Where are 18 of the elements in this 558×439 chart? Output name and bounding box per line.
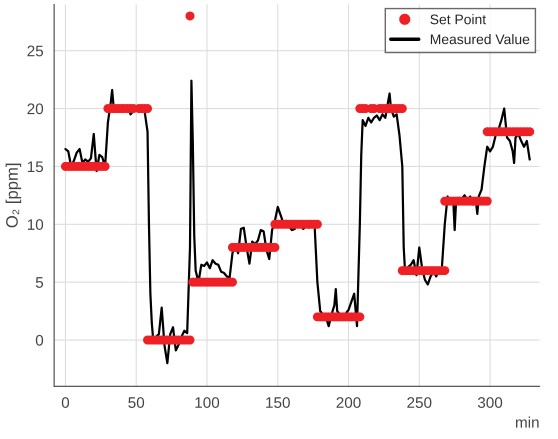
y-tick-label: 25 — [27, 46, 44, 56]
line-series — [64, 80, 531, 364]
y-tick-label: 10 — [28, 219, 44, 230]
y-tick-label: 15 — [28, 161, 44, 172]
y-axis-title: O₂ [ppm] — [6, 164, 22, 228]
x-tick-label: 150 — [266, 397, 290, 408]
x-tick-label: 50 — [128, 397, 144, 408]
x-axis-title: min — [516, 416, 539, 428]
x-tick-label: 100 — [195, 397, 220, 408]
y-tick-label: 20 — [27, 103, 44, 114]
x-tick-label: 0 — [62, 397, 70, 408]
y-tick-label: 5 — [36, 277, 44, 288]
x-tick-label: 300 — [478, 397, 502, 408]
x-tick-label: 250 — [407, 397, 432, 408]
legend-label: Measured Value — [430, 34, 530, 44]
x-tick-label: 200 — [336, 397, 361, 408]
y-tick-label: 0 — [36, 334, 44, 346]
legend-label: Set Point — [430, 14, 486, 24]
